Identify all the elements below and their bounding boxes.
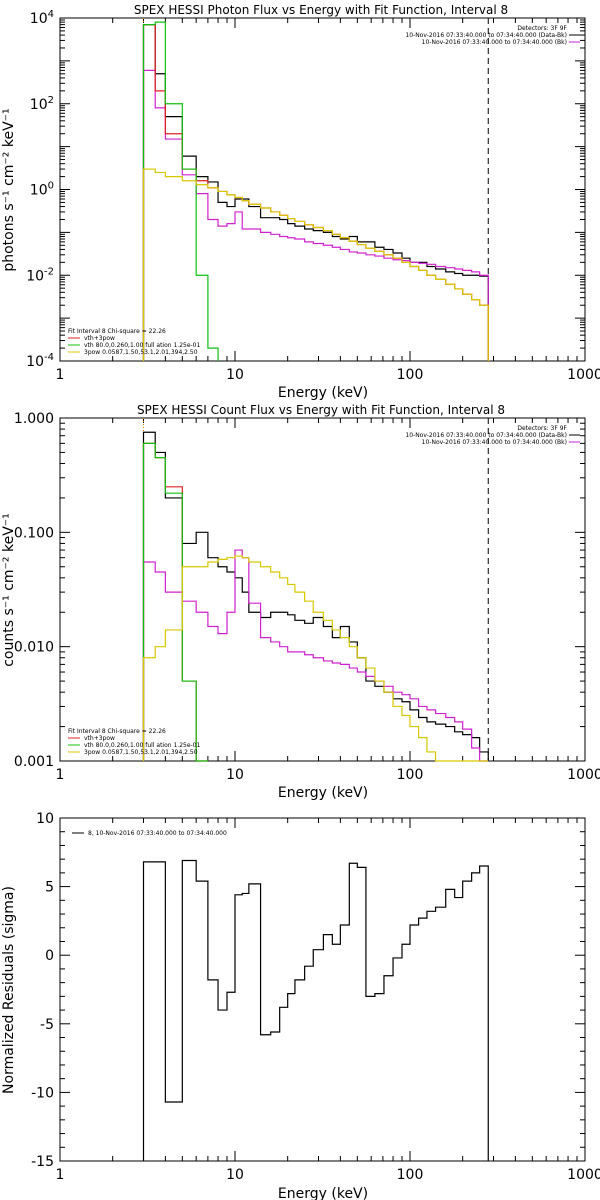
photon-flux-x-axis-label: Energy (keV) <box>278 385 368 401</box>
count-flux-legend-total: vth+3pow <box>84 735 115 742</box>
count-flux-series-red <box>142 442 208 762</box>
count-flux-y-tick-label: 0.100 <box>14 525 54 541</box>
photon-flux-x-tick-label: 1 <box>56 367 65 383</box>
count-flux-series-magenta <box>142 549 489 762</box>
photon-flux-y-tick-label: 100 <box>30 181 54 199</box>
residuals-panel: 1 10 100 1000 -15 -10 -5 0 5 10 8, 10-Nov-2016 0… <box>1 811 600 1200</box>
count-flux-y-tick-label: 1.000 <box>14 411 54 427</box>
count-flux-legend-bottom-left: Fit Interval 8 Chi-square = 22.26 vth+3p… <box>68 728 200 756</box>
photon-flux-x-tick-label: 10 <box>226 367 244 383</box>
photon-flux-y-tick-label: 102 <box>30 95 54 113</box>
residuals-x-tick-label: 10 <box>226 1167 244 1183</box>
count-flux-series-black <box>142 431 489 761</box>
residuals-y-tick-label: 5 <box>45 880 54 896</box>
photon-flux-legend-bk: 10-Nov-2016 07:33:40.000 to 07:34:40.000… <box>422 39 567 46</box>
count-flux-series <box>142 431 489 762</box>
photon-flux-fit-interval: Fit Interval 8 Chi-square = 22.26 <box>68 328 166 335</box>
residuals-legend: 8, 10-Nov-2016 07:33:40.000 to 07:34:40.… <box>72 830 227 837</box>
count-flux-panel: SPEX HESSI Count Flux vs Energy with Fit… <box>1 403 600 801</box>
residuals-x-tick-label: 1000 <box>567 1167 600 1183</box>
residuals-y-axis-label: Normalized Residuals (sigma) <box>1 886 17 1094</box>
count-flux-plot-frame <box>59 417 586 762</box>
photon-flux-series-green <box>142 21 219 361</box>
photon-flux-y-axis-label: photons s⁻¹ cm⁻² keV⁻¹ <box>1 108 17 271</box>
photon-flux-series-magenta <box>142 69 489 361</box>
photon-flux-y-tick-label: 10-2 <box>26 266 54 284</box>
photon-flux-plot-frame <box>59 17 586 362</box>
count-flux-x-tick-label: 10 <box>226 767 244 783</box>
count-flux-legend-top-right: Detectors: 3F 9F 10-Nov-2016 07:33:40.00… <box>405 425 580 446</box>
photon-flux-legend-3pow: 3pow 0.0587,1.50,53.1,2.01,394,2.50 <box>84 349 198 356</box>
residuals-series <box>142 859 489 1161</box>
count-flux-legend-3pow: 3pow 0.0587,1.50,53.1,2.01,394,2.50 <box>84 749 198 756</box>
residuals-y-ticks: -15 -10 -5 0 5 10 <box>31 811 585 1170</box>
photon-flux-y-tick-label: 10-4 <box>26 352 54 370</box>
residuals-plot-frame <box>59 817 586 1162</box>
photon-flux-legend-vth: vth 80.0,0.260,1.00 full ation 1.25e-01 <box>84 342 200 349</box>
count-flux-y-axis-label: counts s⁻¹ cm⁻² keV⁻¹ <box>1 513 17 667</box>
count-flux-legend-bk: 10-Nov-2016 07:33:40.000 to 07:34:40.000… <box>422 439 567 446</box>
count-flux-x-tick-label: 1 <box>56 767 65 783</box>
residuals-y-tick-label: 0 <box>45 948 54 964</box>
residuals-y-tick-label: -10 <box>31 1085 54 1101</box>
count-flux-y-ticks: 0.001 0.010 0.100 1.000 <box>14 411 585 770</box>
photon-flux-vlines <box>142 18 489 361</box>
count-flux-y-tick-label: 0.001 <box>14 754 54 770</box>
photon-flux-series-black <box>142 24 489 361</box>
photon-flux-legend-detectors: Detectors: 3F 9F <box>517 25 567 32</box>
residuals-legend-label: 8, 10-Nov-2016 07:33:40.000 to 07:34:40.… <box>88 830 227 837</box>
count-flux-x-ticks: 1 10 100 1000 <box>56 418 600 783</box>
count-flux-legend-data-bk: 10-Nov-2016 07:33:40.000 to 07:34:40.000… <box>405 432 567 439</box>
count-flux-x-tick-label: 100 <box>397 767 424 783</box>
residuals-x-ticks: 1 10 100 1000 <box>56 818 600 1183</box>
photon-flux-y-tick-label: 104 <box>30 9 54 27</box>
photon-flux-legend-total: vth+3pow <box>84 335 115 342</box>
photon-flux-title: SPEX HESSI Photon Flux vs Energy with Fi… <box>134 3 508 17</box>
residuals-x-tick-label: 100 <box>397 1167 424 1183</box>
residuals-y-tick-label: -15 <box>31 1154 54 1170</box>
photon-flux-legend-bottom-left: Fit Interval 8 Chi-square = 22.26 vth+3p… <box>68 328 200 356</box>
count-flux-vlines <box>142 418 489 761</box>
count-flux-series-yellow <box>142 555 489 762</box>
photon-flux-panel: SPEX HESSI Photon Flux vs Energy with Fi… <box>1 3 600 401</box>
count-flux-series-green <box>142 442 208 762</box>
residuals-x-axis-label: Energy (keV) <box>278 1186 368 1200</box>
count-flux-title: SPEX HESSI Count Flux vs Energy with Fit… <box>137 403 505 417</box>
photon-flux-x-tick-label: 100 <box>397 367 424 383</box>
count-flux-y-tick-label: 0.010 <box>14 640 54 656</box>
residuals-y-tick-label: 10 <box>36 811 54 827</box>
photon-flux-x-tick-label: 1000 <box>567 367 600 383</box>
count-flux-legend-vth: vth 80.0,0.260,1.00 full ation 1.25e-01 <box>84 742 200 749</box>
residuals-y-tick-label: -5 <box>40 1017 54 1033</box>
photon-flux-series <box>142 21 489 361</box>
photon-flux-x-ticks: 1 10 100 1000 <box>56 18 600 383</box>
count-flux-x-axis-label: Energy (keV) <box>278 785 368 801</box>
count-flux-legend-detectors: Detectors: 3F 9F <box>517 425 567 432</box>
residuals-series-black <box>142 859 489 1161</box>
count-flux-x-tick-label: 1000 <box>567 767 600 783</box>
count-flux-fit-interval: Fit Interval 8 Chi-square = 22.26 <box>68 728 166 735</box>
residuals-x-tick-label: 1 <box>56 1167 65 1183</box>
photon-flux-series-red <box>142 24 489 361</box>
photon-flux-legend-data-bk: 10-Nov-2016 07:33:40.000 to 07:34:40.000… <box>405 32 567 39</box>
photon-flux-legend-top-right: Detectors: 3F 9F 10-Nov-2016 07:33:40.00… <box>405 25 580 46</box>
photon-flux-y-ticks: 10-4 10-2 100 102 104 <box>26 9 585 370</box>
photon-flux-series-yellow <box>142 168 489 361</box>
